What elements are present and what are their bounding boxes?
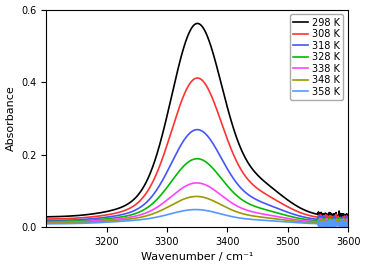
358 K — [339, 227, 343, 230]
Line: 348 K: 348 K — [46, 196, 348, 227]
328 K — [160, 192, 164, 195]
318 K — [96, 217, 101, 220]
318 K — [78, 218, 83, 221]
348 K — [44, 221, 48, 225]
318 K — [340, 221, 345, 224]
318 K — [195, 128, 199, 131]
338 K — [308, 220, 312, 223]
338 K — [340, 221, 345, 224]
298 K — [160, 135, 164, 138]
298 K — [173, 80, 177, 83]
318 K — [308, 217, 312, 220]
308 K — [340, 221, 345, 224]
318 K — [346, 220, 350, 223]
358 K — [340, 223, 345, 226]
308 K — [173, 118, 177, 121]
308 K — [78, 216, 83, 219]
298 K — [96, 211, 101, 215]
Line: 308 K: 308 K — [46, 78, 348, 223]
338 K — [160, 202, 164, 206]
338 K — [78, 220, 83, 223]
348 K — [194, 195, 199, 198]
358 K — [308, 222, 312, 225]
348 K — [78, 221, 83, 224]
358 K — [173, 211, 177, 214]
X-axis label: Wavenumber / cm⁻¹: Wavenumber / cm⁻¹ — [141, 252, 253, 262]
328 K — [44, 220, 48, 223]
338 K — [346, 220, 350, 223]
358 K — [346, 221, 350, 224]
318 K — [173, 154, 177, 158]
328 K — [78, 219, 83, 222]
328 K — [308, 218, 312, 222]
328 K — [96, 218, 101, 221]
308 K — [340, 219, 344, 222]
318 K — [160, 180, 164, 183]
Y-axis label: Absorbance: Absorbance — [5, 85, 16, 151]
358 K — [160, 214, 164, 218]
Line: 338 K: 338 K — [46, 183, 348, 226]
328 K — [340, 220, 345, 224]
308 K — [346, 217, 350, 220]
358 K — [194, 208, 198, 211]
348 K — [308, 221, 312, 224]
Line: 358 K: 358 K — [46, 210, 348, 228]
358 K — [96, 221, 101, 224]
308 K — [44, 217, 48, 221]
348 K — [160, 209, 164, 212]
318 K — [44, 219, 48, 222]
Legend: 298 K, 308 K, 318 K, 328 K, 338 K, 348 K, 358 K: 298 K, 308 K, 318 K, 328 K, 338 K, 348 K… — [290, 14, 343, 100]
308 K — [308, 214, 312, 217]
328 K — [336, 224, 340, 228]
Line: 298 K: 298 K — [46, 23, 348, 222]
348 K — [346, 222, 350, 225]
338 K — [96, 219, 101, 222]
338 K — [173, 192, 177, 195]
348 K — [340, 221, 345, 225]
298 K — [340, 215, 344, 218]
338 K — [195, 181, 199, 184]
358 K — [44, 222, 48, 225]
348 K — [325, 226, 329, 229]
338 K — [332, 225, 336, 228]
298 K — [44, 215, 48, 218]
328 K — [195, 157, 199, 160]
298 K — [78, 214, 83, 217]
298 K — [195, 22, 199, 25]
318 K — [323, 222, 327, 225]
298 K — [342, 220, 347, 223]
328 K — [346, 218, 350, 221]
308 K — [160, 158, 164, 161]
348 K — [173, 202, 177, 205]
338 K — [44, 221, 48, 224]
328 K — [173, 175, 177, 178]
348 K — [96, 220, 101, 223]
308 K — [195, 76, 199, 80]
Line: 328 K: 328 K — [46, 159, 348, 226]
358 K — [78, 222, 83, 225]
Line: 318 K: 318 K — [46, 130, 348, 224]
298 K — [346, 214, 350, 218]
308 K — [96, 214, 101, 218]
298 K — [308, 211, 312, 214]
